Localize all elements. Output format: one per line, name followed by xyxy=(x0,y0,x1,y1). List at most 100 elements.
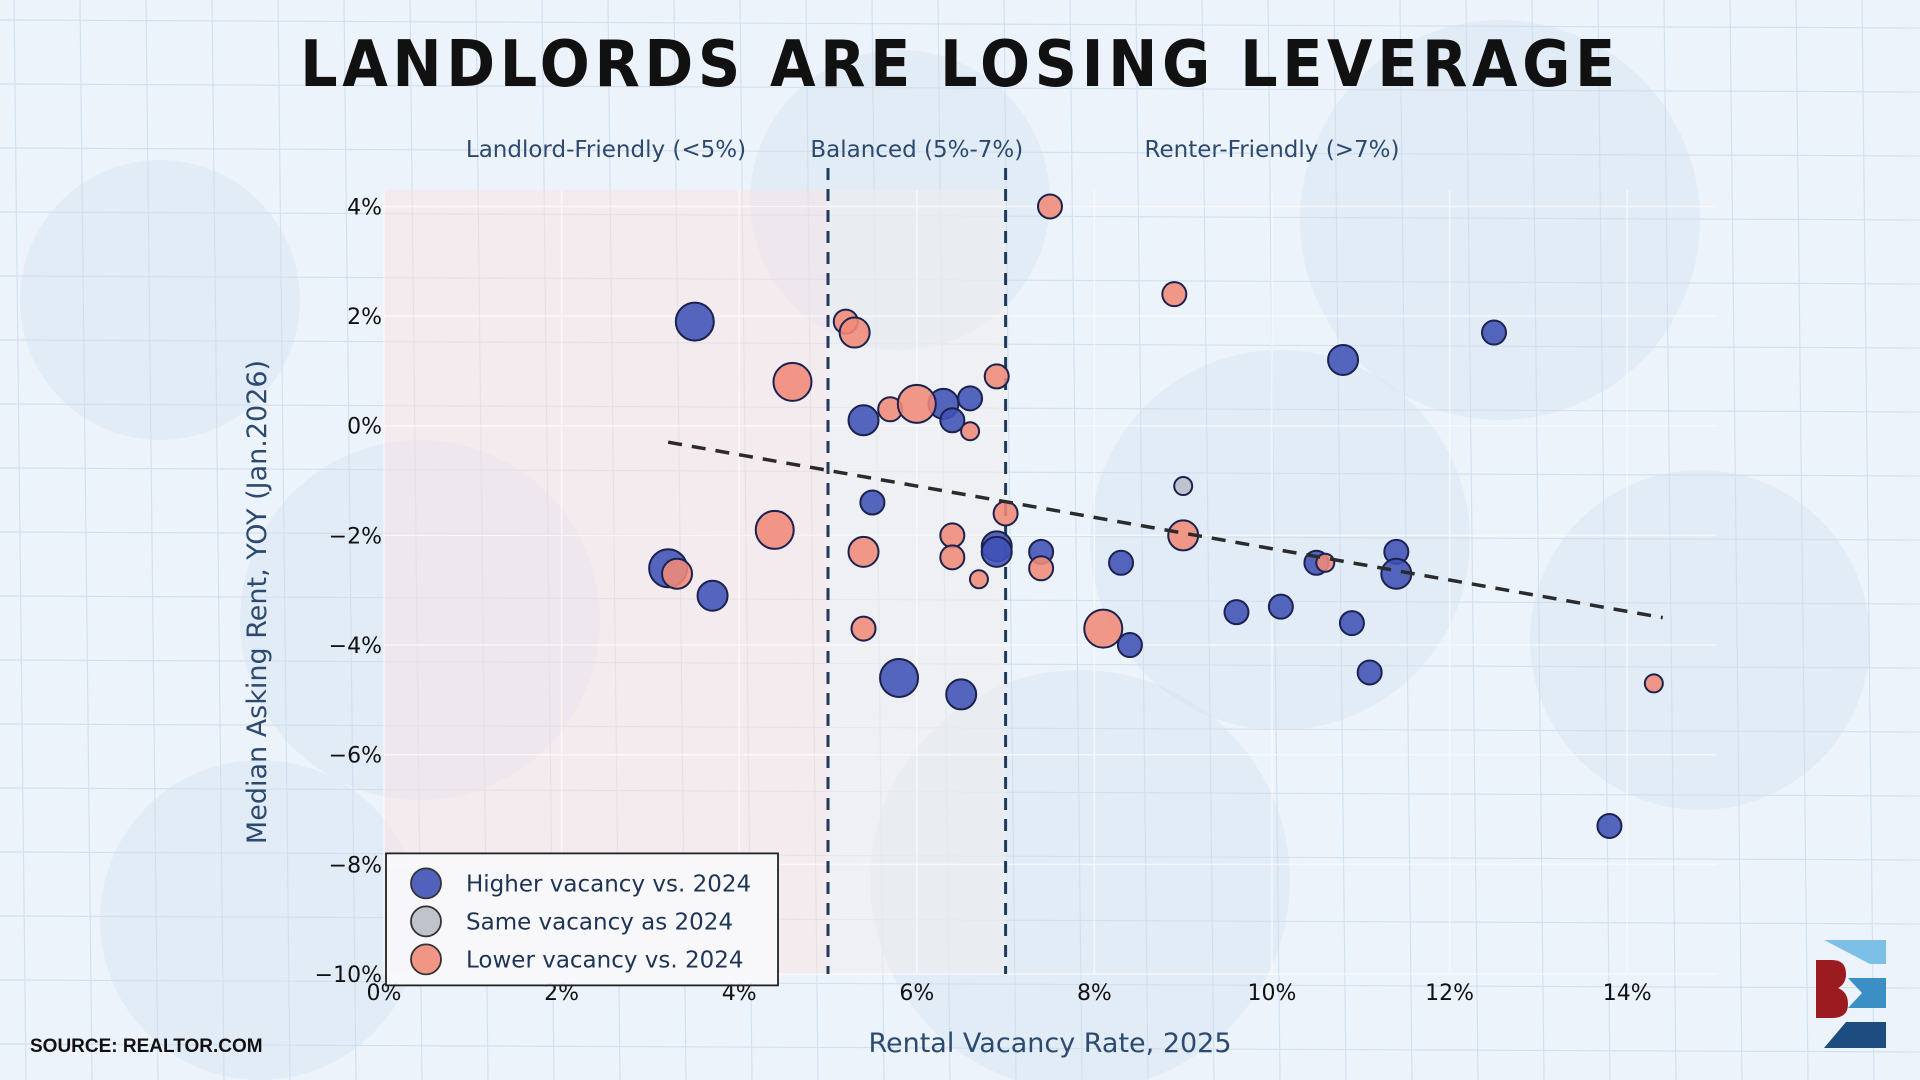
paper-shade xyxy=(240,440,600,800)
point-same xyxy=(1173,476,1194,497)
point-lower xyxy=(896,383,937,424)
point-higher xyxy=(957,385,984,412)
point-higher xyxy=(1481,319,1507,346)
point-lower xyxy=(1037,193,1063,220)
legend-label: Higher vacancy vs. 2024 xyxy=(466,871,751,897)
point-lower xyxy=(939,522,966,549)
paper-grid-line xyxy=(1729,0,1743,1080)
y-tick-label: 0% xyxy=(347,415,382,440)
logo-light-stripe xyxy=(1824,940,1886,964)
point-higher xyxy=(1267,593,1294,620)
paper-grid-line xyxy=(13,0,27,1080)
x-tick-label: 10% xyxy=(1248,981,1297,1006)
paper-grid-line xyxy=(1135,0,1149,1080)
paper-grid-line xyxy=(1663,0,1677,1080)
point-lower xyxy=(1315,552,1336,573)
paper-grid-line xyxy=(1333,0,1347,1080)
point-lower xyxy=(939,544,966,571)
paper-grid-line xyxy=(1465,0,1479,1080)
y-tick-label: −4% xyxy=(329,634,382,659)
y-axis-title: Median Asking Rent, YOY (Jan.2026) xyxy=(242,360,273,844)
point-lower xyxy=(772,361,813,402)
point-lower xyxy=(1161,281,1188,308)
source-note: SOURCE: REALTOR.COM xyxy=(30,1036,263,1057)
paper-shade xyxy=(1090,350,1470,730)
point-lower xyxy=(1028,555,1055,582)
x-tick-label: 14% xyxy=(1603,981,1652,1006)
paper-grid-line xyxy=(1201,0,1215,1080)
point-higher xyxy=(1356,659,1383,686)
legend-marker-same xyxy=(410,905,442,938)
legend-box xyxy=(385,852,779,987)
logo-mid-stripe xyxy=(1848,978,1886,1008)
point-higher xyxy=(674,301,715,342)
legend-label: Same vacancy as 2024 xyxy=(466,909,733,935)
zone-label: Landlord-Friendly (<5%) xyxy=(466,137,746,163)
paper-grid-line xyxy=(805,0,819,1080)
point-lower xyxy=(968,569,989,590)
paper-grid-line xyxy=(0,19,1920,29)
point-higher xyxy=(1116,632,1143,659)
x-tick-label: 12% xyxy=(1425,981,1474,1006)
y-tick-label: −10% xyxy=(315,963,382,988)
legend-marker-lower xyxy=(410,943,442,976)
point-higher xyxy=(859,489,886,516)
paper-grid-line xyxy=(277,0,291,1080)
legend-marker-higher xyxy=(410,867,442,900)
point-higher xyxy=(879,657,920,698)
paper-grid-line xyxy=(0,1043,1920,1053)
point-lower xyxy=(838,316,871,349)
paper-shade xyxy=(1300,20,1700,420)
paper-shade xyxy=(20,160,300,440)
paper-grid-line xyxy=(1267,0,1281,1080)
point-higher xyxy=(1223,599,1250,626)
x-tick-label: 6% xyxy=(899,981,934,1006)
y-tick-label: 2% xyxy=(347,305,382,330)
point-lower xyxy=(1643,673,1664,694)
zone-landlord-friendly xyxy=(384,190,828,974)
point-lower xyxy=(992,500,1019,527)
paper-grid-line xyxy=(1069,0,1083,1080)
y-tick-label: −8% xyxy=(329,853,382,878)
paper-grid-line xyxy=(1597,0,1611,1080)
paper-grid-line xyxy=(211,0,225,1080)
point-lower xyxy=(850,615,877,642)
legend: Higher vacancy vs. 2024 Same vacancy as 2… xyxy=(385,852,779,987)
point-higher xyxy=(980,535,1013,568)
point-higher xyxy=(696,579,729,612)
point-lower xyxy=(661,557,694,590)
point-higher xyxy=(945,678,978,711)
paper-grid-line xyxy=(0,147,1920,157)
paper-grid-line xyxy=(0,83,1920,93)
trendline xyxy=(667,440,1664,620)
legend-label: Lower vacancy vs. 2024 xyxy=(466,947,744,973)
logo-dark-stripe xyxy=(1824,1022,1886,1048)
y-tick-label: −6% xyxy=(329,744,382,769)
paper-grid-line xyxy=(1399,0,1413,1080)
point-higher xyxy=(1338,610,1365,637)
point-higher xyxy=(1108,549,1135,576)
paper-shade xyxy=(100,760,420,1080)
data-points xyxy=(648,193,1664,839)
x-axis-title: Rental Vacancy Rate, 2025 xyxy=(868,1028,1231,1059)
brand-logo-icon xyxy=(1816,940,1886,1048)
point-lower xyxy=(960,421,981,442)
x-tick-label: 8% xyxy=(1077,981,1112,1006)
point-higher xyxy=(1596,812,1623,839)
point-higher xyxy=(939,407,966,434)
y-tick-label: −2% xyxy=(329,524,382,549)
y-tick-label: 4% xyxy=(347,195,382,220)
paper-grid-line xyxy=(343,0,357,1080)
zone-label: Renter-Friendly (>7%) xyxy=(1145,137,1400,163)
paper-grid-line xyxy=(1531,0,1545,1080)
logo-red-b xyxy=(1816,960,1848,1018)
paper-grid-line xyxy=(0,979,1920,989)
point-lower xyxy=(1083,608,1124,649)
point-higher xyxy=(847,404,880,437)
gridlines xyxy=(383,190,1716,975)
paper-grid-line xyxy=(79,0,93,1080)
point-higher xyxy=(1327,343,1360,376)
page-title: LANDLORDS ARE LOSING LEVERAGE xyxy=(300,28,1620,102)
point-lower xyxy=(754,509,795,550)
